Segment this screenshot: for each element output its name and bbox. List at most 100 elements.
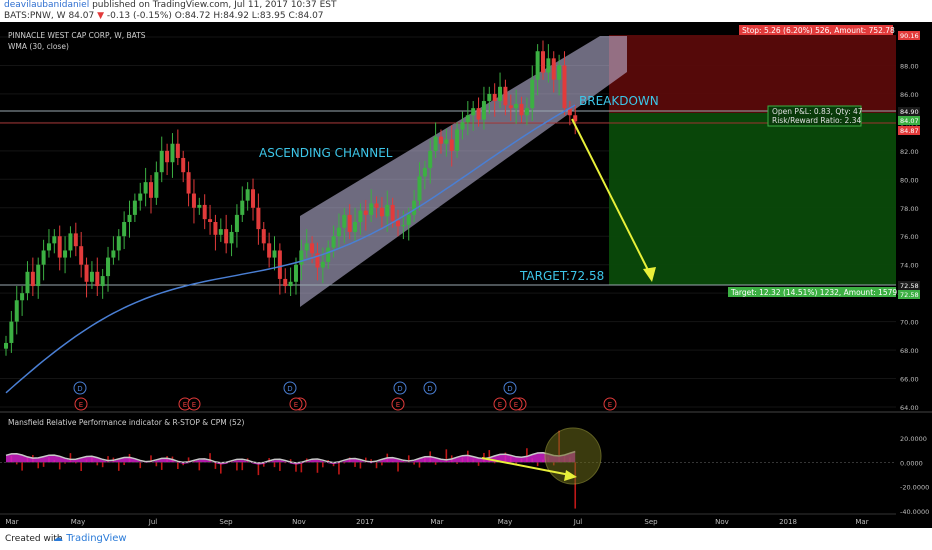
event-label: D — [397, 385, 402, 393]
indicator-pane — [0, 430, 896, 509]
wma-legend: WMA (30, close) — [8, 42, 69, 51]
candle-body — [143, 182, 148, 194]
event-label: D — [287, 385, 292, 393]
candle-body — [234, 214, 239, 232]
earnings-marker[interactable] — [509, 397, 523, 411]
wma-line — [5, 104, 576, 394]
candle-body — [224, 229, 229, 244]
time-tick: Jul — [573, 518, 583, 526]
candle-body — [159, 150, 164, 173]
event-label: E — [79, 401, 83, 409]
candle-body — [449, 139, 454, 151]
candle-body — [524, 108, 529, 116]
candle-body — [251, 189, 256, 208]
candle-body — [541, 51, 545, 73]
candle-body — [111, 250, 116, 258]
stop-box — [739, 25, 893, 35]
candle-body — [63, 250, 68, 258]
footer: Created with ☁ TradingView — [0, 528, 932, 550]
candle-body — [106, 257, 111, 277]
tradingview-logo[interactable]: ☁ TradingView — [53, 533, 127, 544]
quote-line: BATS:PNW, W 84.07 ▼ -0.13 (-0.15%) O:84.… — [4, 11, 324, 22]
candle-body — [299, 250, 304, 265]
author-link[interactable]: deavilaubanidaniel — [4, 0, 90, 10]
indicator-tick: -20.0000 — [900, 484, 929, 492]
indicator-axis: 20.0000 0.0000 -20.0000 -40.0000 — [900, 435, 929, 516]
time-tick: May — [498, 518, 512, 526]
time-tick: 2018 — [779, 518, 797, 526]
indicator-area — [6, 450, 576, 465]
publish-line: deavilaubanidaniel published on TradingV… — [4, 0, 337, 11]
candle-body — [514, 103, 519, 109]
candle-body — [288, 281, 293, 287]
event-label: D — [77, 385, 82, 393]
time-tick: Nov — [292, 518, 306, 526]
candle-body — [492, 93, 497, 102]
price-tick: 80.00 — [900, 176, 919, 184]
event-label: E — [396, 401, 400, 409]
symbol-label: BATS:PNW, W — [4, 11, 66, 21]
indicator-arrow-head — [564, 470, 577, 481]
earnings-marker[interactable] — [187, 397, 201, 411]
time-axis[interactable]: Mar May Jul Sep Nov 2017 Mar May Jul Sep Nov 2018 Ma… — [5, 518, 868, 526]
candle-body — [557, 65, 562, 80]
candle-body — [57, 236, 62, 258]
price-tick: 66.00 — [900, 376, 919, 384]
candle-body — [127, 214, 132, 222]
chart-title: PINNACLE WEST CAP CORP, W, BATS — [8, 31, 146, 40]
dividend-marker[interactable] — [283, 381, 297, 395]
price-tick: 64.00 — [900, 404, 919, 412]
candle-body — [438, 136, 443, 144]
earnings-marker[interactable] — [74, 397, 88, 411]
earnings-marker[interactable] — [603, 397, 617, 411]
highlight-circle — [544, 427, 602, 485]
candle-body — [535, 51, 540, 80]
indicator-tick: -40.0000 — [900, 508, 929, 516]
price-tick: 78.00 — [900, 205, 919, 213]
candle-body — [315, 253, 320, 268]
down-arrow-icon: ▼ — [97, 11, 104, 21]
candle-body — [304, 243, 309, 251]
target-label: TARGET:72.58 — [519, 269, 604, 283]
dividend-marker[interactable] — [503, 381, 517, 395]
dividend-marker[interactable] — [423, 381, 437, 395]
event-markers[interactable]: EEDEEDEDEDEEEDE — [73, 381, 617, 411]
candle-body — [530, 79, 535, 109]
earnings-marker[interactable] — [493, 397, 507, 411]
candle-body — [406, 214, 411, 225]
candle-body — [508, 105, 513, 109]
candle-body — [433, 136, 438, 151]
created-with: Created with — [5, 534, 63, 544]
candle-body — [358, 210, 363, 222]
last-price-tag — [898, 116, 920, 125]
time-tick: Jul — [148, 518, 158, 526]
candle-body — [455, 129, 460, 151]
time-tick: Mar — [5, 518, 18, 526]
published-text: published on TradingView.com, Jul 11, 20… — [92, 0, 337, 10]
dividend-marker[interactable] — [393, 381, 407, 395]
target-price-tag — [898, 281, 920, 290]
time-tick: Sep — [219, 518, 233, 526]
chart-canvas[interactable]: ASCENDING CHANNEL BREAKDOWN TARGET:72.58… — [0, 22, 932, 528]
indicator-tick: 20.0000 — [900, 435, 927, 443]
time-tick: 2017 — [356, 518, 374, 526]
candle-body — [487, 93, 492, 102]
stop-zone — [609, 35, 896, 113]
earnings-marker[interactable] — [391, 397, 405, 411]
candle-body — [444, 139, 449, 144]
candle-body — [412, 200, 417, 215]
candle-body — [36, 264, 41, 287]
candle-body — [326, 247, 331, 262]
candle-body — [363, 210, 368, 215]
candle-body — [283, 278, 288, 287]
earnings-marker[interactable] — [289, 397, 303, 411]
candle-body — [52, 236, 57, 244]
target-text: Target: 12.32 (14.51%) 1232, Amount: 157… — [730, 288, 905, 297]
target-price-tag-2 — [898, 290, 920, 299]
candle-body — [320, 261, 325, 268]
candle-body — [122, 222, 127, 237]
ascending-channel — [300, 36, 627, 307]
candle-body — [132, 200, 137, 215]
forecast-arrow — [571, 118, 653, 279]
dividend-marker[interactable] — [73, 381, 87, 395]
